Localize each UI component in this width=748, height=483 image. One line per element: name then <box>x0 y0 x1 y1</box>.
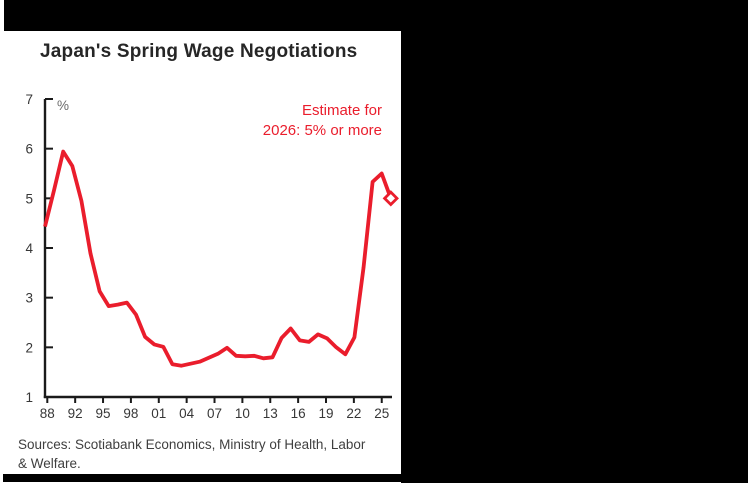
x-tick-label: 95 <box>96 406 111 421</box>
y-tick-label: 1 <box>25 390 33 405</box>
top-black-bar <box>4 0 748 31</box>
y-tick-label: 6 <box>25 142 33 157</box>
y-tick-label: 7 <box>25 92 33 107</box>
chart-panel: Japan's Spring Wage Negotiations 1 2 3 4 5 6 7… <box>0 0 401 483</box>
estimate-annotation: Estimate for 2026: 5% or more <box>180 101 382 141</box>
x-tick-label: 98 <box>123 406 138 421</box>
x-tick-label: 10 <box>235 406 250 421</box>
y-tick-label: 4 <box>25 241 33 256</box>
y-axis-unit-label: % <box>57 98 69 113</box>
x-tick-label: 19 <box>318 406 333 421</box>
x-tick-label: 88 <box>40 406 55 421</box>
y-tick-label: 3 <box>25 291 33 306</box>
x-tick-label: 01 <box>151 406 166 421</box>
bottom-black-bar <box>3 474 748 482</box>
x-tick-label: 07 <box>207 406 222 421</box>
x-tick-label: 13 <box>263 406 278 421</box>
y-tick-label: 5 <box>25 191 33 206</box>
estimate-diamond-marker <box>382 190 399 207</box>
estimate-annotation-line2: 2026: 5% or more <box>262 122 382 139</box>
x-tick-label: 16 <box>291 406 306 421</box>
estimate-annotation-line1: Estimate for <box>301 102 382 119</box>
sources-note: Sources: Scotiabank Economics, Ministry … <box>18 437 366 471</box>
y-tick-label: 2 <box>25 340 33 355</box>
wage-line-chart: 1 2 3 4 5 6 7 88 92 95 98 01 04 07 10 13 16 19 22 25% <box>25 92 399 421</box>
wage-line <box>43 149 393 368</box>
x-tick-label: 22 <box>346 406 361 421</box>
x-tick-label: 04 <box>179 406 195 421</box>
x-tick-label: 92 <box>68 406 83 421</box>
x-tick-label: 25 <box>374 406 389 421</box>
chart-title: Japan's Spring Wage Negotiations <box>40 41 358 62</box>
